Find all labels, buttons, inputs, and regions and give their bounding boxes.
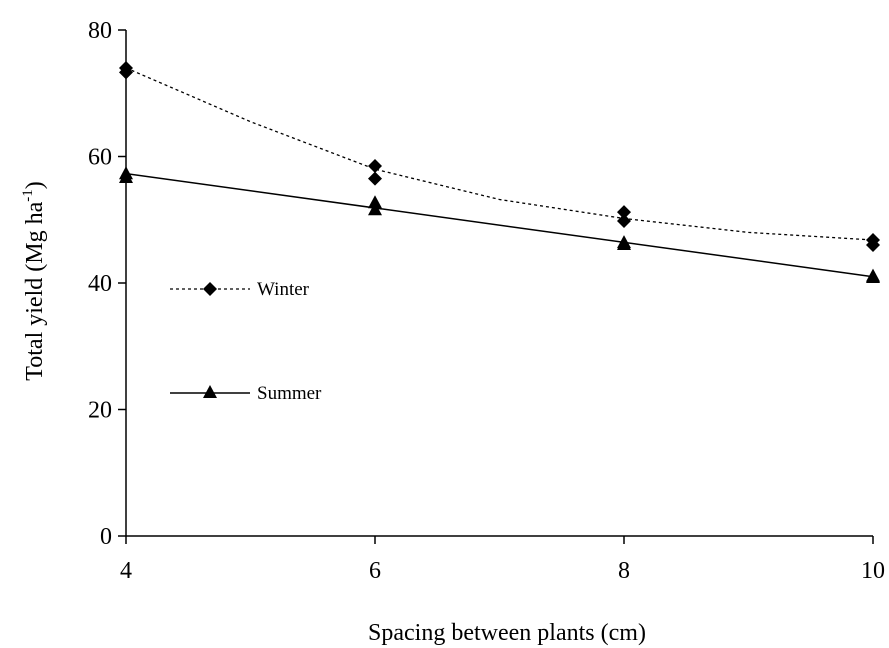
legend-marker-summer [203, 385, 217, 398]
point-summer-3 [368, 202, 382, 216]
x-tick-label-10: 10 [861, 558, 885, 584]
point-summer-2 [368, 195, 382, 209]
y-tick-label-40: 40 [88, 271, 112, 297]
trend-lines [125, 67, 874, 278]
legend: Winter Summer [170, 279, 322, 404]
point-winter-4 [617, 205, 631, 220]
legend-label-winter: Winter [257, 279, 310, 300]
legend-item-winter: Winter [170, 279, 310, 300]
y-axis-title-close: ) [22, 181, 48, 189]
y-ticks: 0 20 40 60 80 [88, 18, 126, 550]
data-markers [119, 60, 880, 283]
point-winter-1 [119, 65, 133, 80]
legend-marker-winter [203, 282, 217, 296]
x-tick-label-4: 4 [120, 558, 132, 584]
y-axis-title-main: Total yield (Mg ha [22, 201, 48, 380]
x-axis-title: Spacing between plants (cm) [368, 620, 646, 646]
trend-line-summer [125, 172, 874, 278]
y-axis-title-superscript: -1 [20, 189, 36, 202]
x-tick-label-6: 6 [369, 558, 381, 584]
point-winter-2 [368, 158, 382, 173]
trend-line-winter [125, 67, 874, 241]
x-ticks: 4 6 8 10 [120, 536, 885, 584]
y-tick-label-0: 0 [100, 524, 112, 550]
point-summer-7 [866, 269, 880, 283]
point-winter-7 [866, 238, 880, 253]
point-summer-5 [617, 237, 631, 251]
axes [125, 30, 873, 537]
legend-item-summer: Summer [170, 383, 322, 404]
y-tick-label-80: 80 [88, 18, 112, 44]
y-axis-title: Total yield (Mg ha-1) [20, 181, 48, 380]
y-tick-label-60: 60 [88, 145, 112, 171]
point-summer-1 [119, 170, 133, 184]
legend-label-summer: Summer [257, 383, 322, 404]
point-winter-3 [368, 171, 382, 186]
x-tick-label-8: 8 [618, 558, 630, 584]
point-winter-5 [617, 214, 631, 229]
y-tick-label-20: 20 [88, 398, 112, 424]
